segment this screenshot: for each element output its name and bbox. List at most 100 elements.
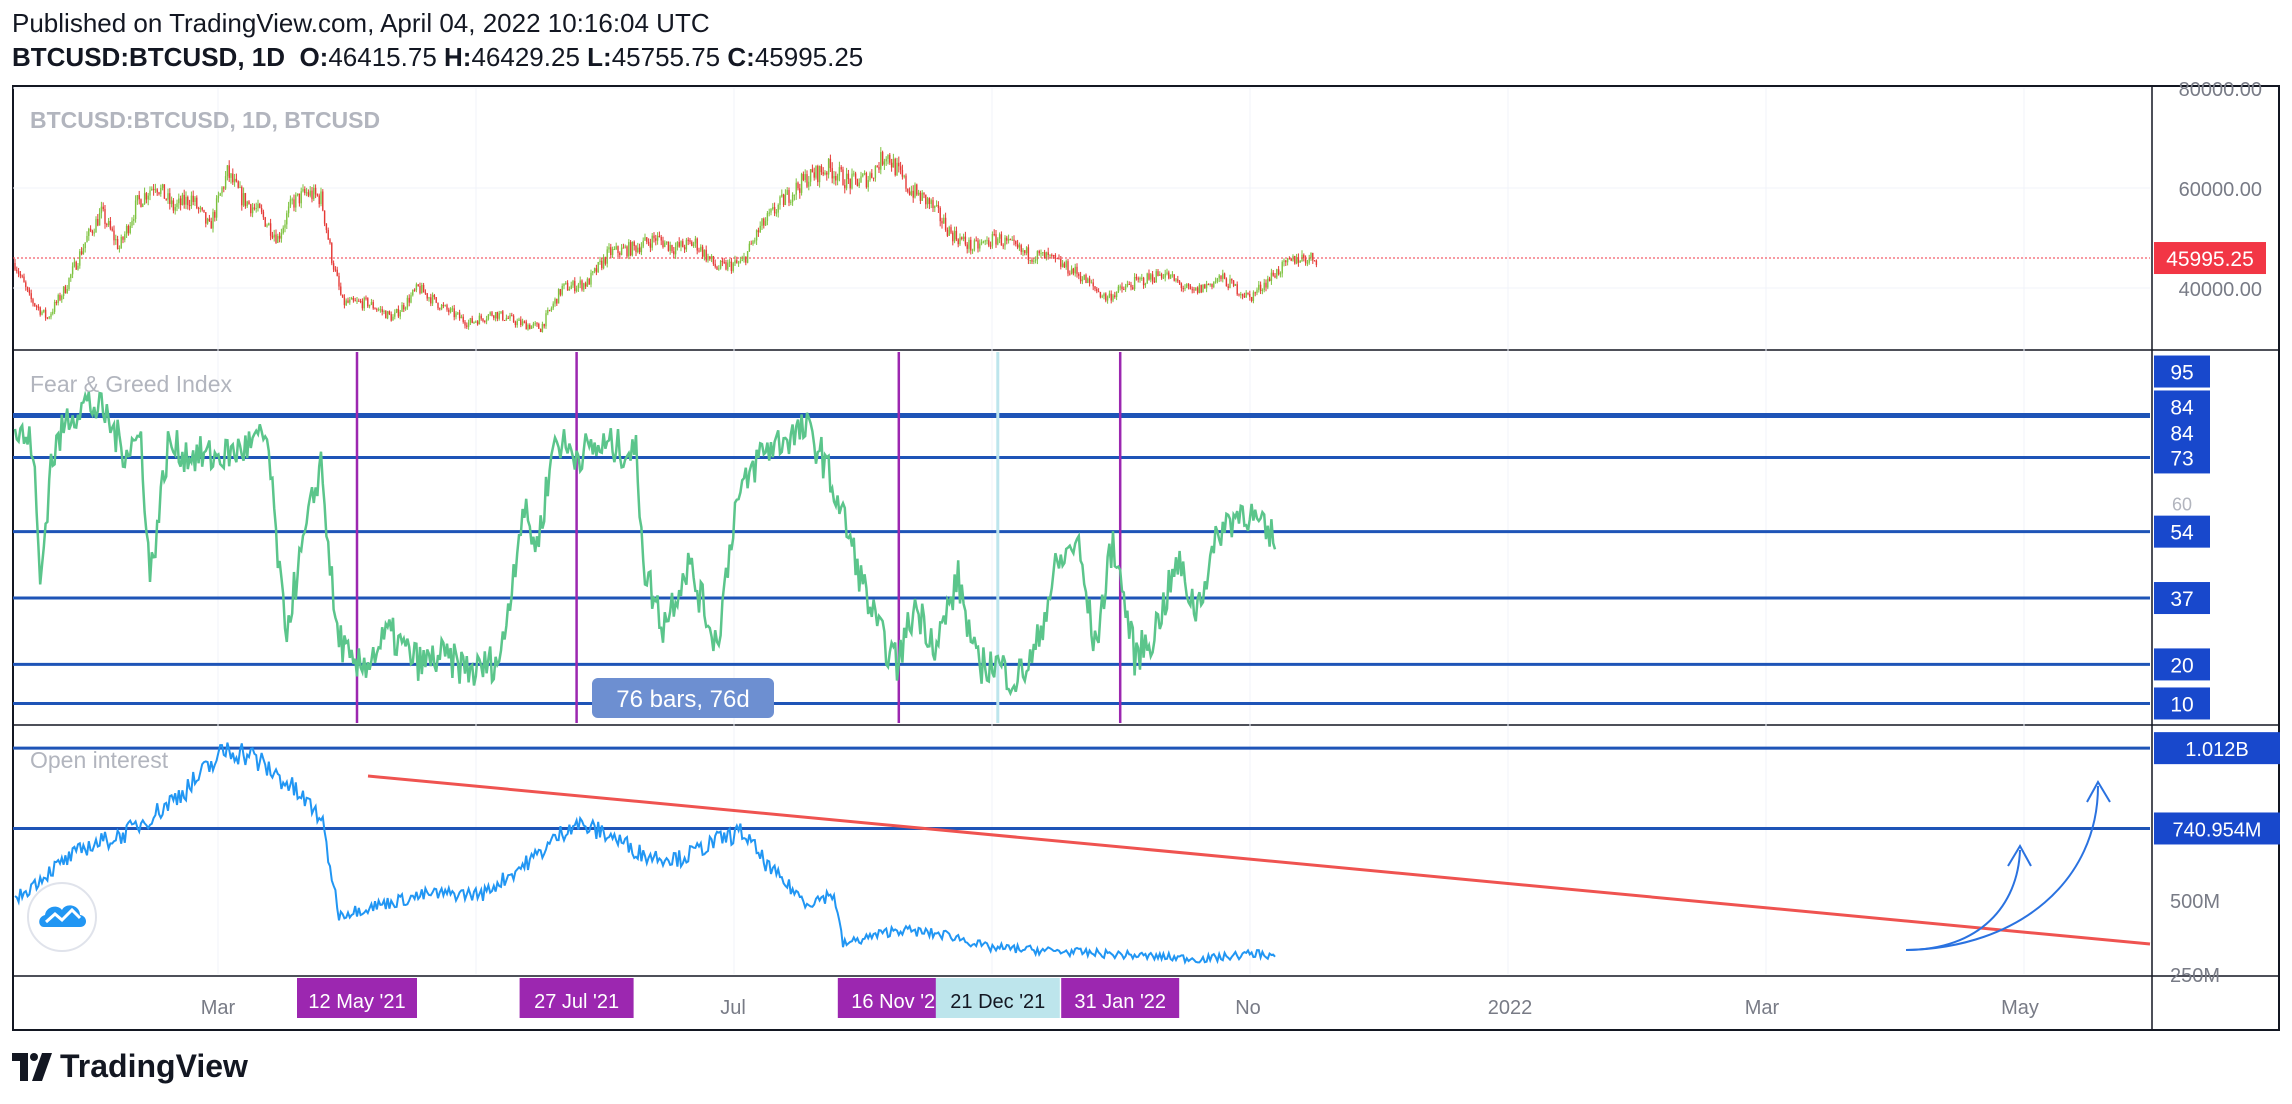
candle-body: [493, 315, 495, 319]
candle-body: [1114, 295, 1116, 298]
candle-body: [64, 286, 67, 294]
candle-body: [37, 306, 40, 308]
candle-body: [185, 196, 187, 205]
candle-body: [970, 239, 972, 251]
candle-body: [685, 239, 688, 250]
candle-body: [464, 321, 466, 326]
candle-body: [340, 286, 342, 295]
time-tick-label: Mar: [1745, 997, 1780, 1019]
candle-body: [914, 184, 916, 198]
candle-body: [55, 302, 58, 304]
candle-body: [1058, 258, 1060, 260]
candle-body: [266, 225, 268, 227]
candle-body: [714, 263, 716, 267]
candle-body: [25, 282, 27, 288]
date-marker-box: [519, 978, 634, 1018]
candle-body: [581, 280, 583, 290]
candle-body: [430, 297, 432, 304]
candle-body: [1196, 287, 1199, 293]
fgi-level-label: 95: [2170, 362, 2193, 385]
fgi-level-label: 84: [2170, 422, 2194, 445]
fgi-level-label: 20: [2170, 654, 2193, 677]
published-info: Published on TradingView.com, April 04, …: [12, 8, 710, 38]
candle-body: [286, 213, 288, 225]
candle-body: [363, 297, 365, 309]
candle-body: [556, 298, 558, 304]
candle-body: [376, 309, 378, 311]
candle-body: [311, 190, 313, 200]
candle-body: [1299, 261, 1301, 263]
candle-body: [1277, 269, 1280, 275]
candle-body: [1295, 257, 1298, 264]
price-scale[interactable]: 80000.00 60000.00 40000.00 45995.25: [2154, 79, 2266, 301]
candle-body: [424, 292, 427, 294]
candle-body: [619, 253, 621, 255]
candle-body: [926, 198, 929, 205]
candle-body: [741, 259, 743, 261]
candle-body: [23, 276, 25, 283]
candle-body: [1105, 293, 1107, 301]
candle-body: [916, 184, 918, 195]
candle-body: [718, 268, 720, 270]
candle-body: [723, 261, 725, 263]
candle-body: [32, 299, 34, 304]
candle-body: [97, 218, 99, 226]
candle-body: [881, 152, 884, 165]
candle-body: [199, 207, 202, 209]
candle-body: [241, 186, 243, 206]
candle-body: [1285, 260, 1287, 263]
candle-body: [968, 239, 970, 249]
candle-body: [1166, 272, 1168, 274]
candle-body: [1006, 237, 1008, 241]
date-marker-label: 12 May '21: [308, 991, 405, 1013]
candle-body: [1241, 294, 1244, 297]
candle-body: [851, 173, 853, 189]
candle-body: [638, 247, 641, 253]
candle-body: [491, 312, 493, 316]
candle-body: [847, 173, 850, 179]
candle-body: [16, 269, 18, 272]
candle-body: [752, 241, 754, 245]
candle-body: [1051, 254, 1053, 256]
candle-body: [1303, 254, 1305, 259]
candle-body: [689, 240, 691, 242]
range-measure[interactable]: 76 bars, 76d: [592, 678, 774, 718]
candle-body: [907, 188, 909, 192]
candle-body: [971, 249, 974, 251]
candle-body: [658, 235, 661, 238]
candle-body: [597, 262, 599, 273]
candle-body: [622, 247, 625, 249]
candle-body: [347, 300, 349, 303]
candle-body: [559, 289, 562, 295]
candle-body: [565, 282, 567, 284]
candle-body: [417, 284, 419, 287]
candle-body: [1312, 252, 1314, 261]
candle-body: [822, 172, 824, 175]
candle-body: [334, 269, 337, 271]
candle-body: [952, 232, 954, 242]
candle-body: [489, 312, 491, 315]
tradingview-brand[interactable]: TradingView: [12, 1048, 248, 1085]
candle-body: [356, 300, 358, 302]
candle-body: [52, 311, 54, 314]
projection-arrow-2-head: [2086, 779, 2111, 803]
candle-body: [827, 158, 830, 175]
candle-body: [568, 289, 571, 291]
candle-body: [503, 320, 506, 322]
candle-body: [541, 323, 544, 333]
fgi-level-label: 37: [2170, 588, 2193, 611]
oi-scale[interactable]: 1.012B 740.954M 500M 250M: [2154, 732, 2280, 987]
candle-body: [620, 247, 623, 255]
candle-body: [458, 312, 461, 319]
candle-body: [518, 319, 520, 321]
candle-body: [354, 300, 356, 302]
low-value: 45755.75: [611, 42, 721, 72]
candle-body: [651, 235, 653, 248]
candle-body: [116, 239, 119, 249]
candle-body: [1238, 294, 1240, 296]
candle-body: [368, 304, 371, 307]
oi-level-box: [2154, 812, 2280, 845]
